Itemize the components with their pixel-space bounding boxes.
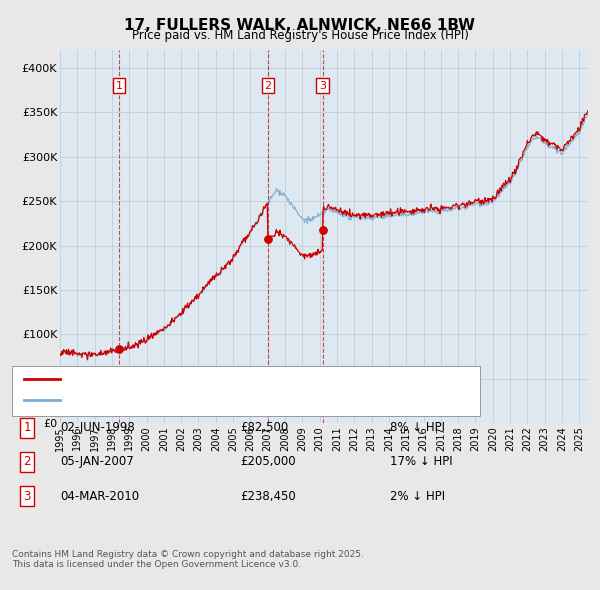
Text: 1: 1 xyxy=(23,421,31,434)
Text: 17, FULLERS WALK, ALNWICK, NE66 1BW: 17, FULLERS WALK, ALNWICK, NE66 1BW xyxy=(125,18,476,32)
Point xyxy=(263,234,273,244)
Text: 05-JAN-2007: 05-JAN-2007 xyxy=(60,455,134,468)
Text: 3: 3 xyxy=(319,81,326,91)
Text: 2: 2 xyxy=(23,455,31,468)
Text: 1: 1 xyxy=(116,81,123,91)
Point xyxy=(318,225,328,234)
Text: 8% ↓ HPI: 8% ↓ HPI xyxy=(390,421,445,434)
Text: 04-MAR-2010: 04-MAR-2010 xyxy=(60,490,139,503)
Text: HPI: Average price, detached house, Northumberland: HPI: Average price, detached house, Nort… xyxy=(66,395,345,405)
Text: 3: 3 xyxy=(23,490,31,503)
Text: 17% ↓ HPI: 17% ↓ HPI xyxy=(390,455,452,468)
Text: 2% ↓ HPI: 2% ↓ HPI xyxy=(390,490,445,503)
Text: 17, FULLERS WALK, ALNWICK, NE66 1BW (detached house): 17, FULLERS WALK, ALNWICK, NE66 1BW (det… xyxy=(66,374,374,384)
Text: £82,500: £82,500 xyxy=(240,421,288,434)
Text: 02-JUN-1998: 02-JUN-1998 xyxy=(60,421,135,434)
Point xyxy=(115,345,124,354)
Text: 2: 2 xyxy=(265,81,271,91)
Text: £238,450: £238,450 xyxy=(240,490,296,503)
Text: Contains HM Land Registry data © Crown copyright and database right 2025.
This d: Contains HM Land Registry data © Crown c… xyxy=(12,550,364,569)
Text: Price paid vs. HM Land Registry's House Price Index (HPI): Price paid vs. HM Land Registry's House … xyxy=(131,30,469,42)
Text: £205,000: £205,000 xyxy=(240,455,296,468)
